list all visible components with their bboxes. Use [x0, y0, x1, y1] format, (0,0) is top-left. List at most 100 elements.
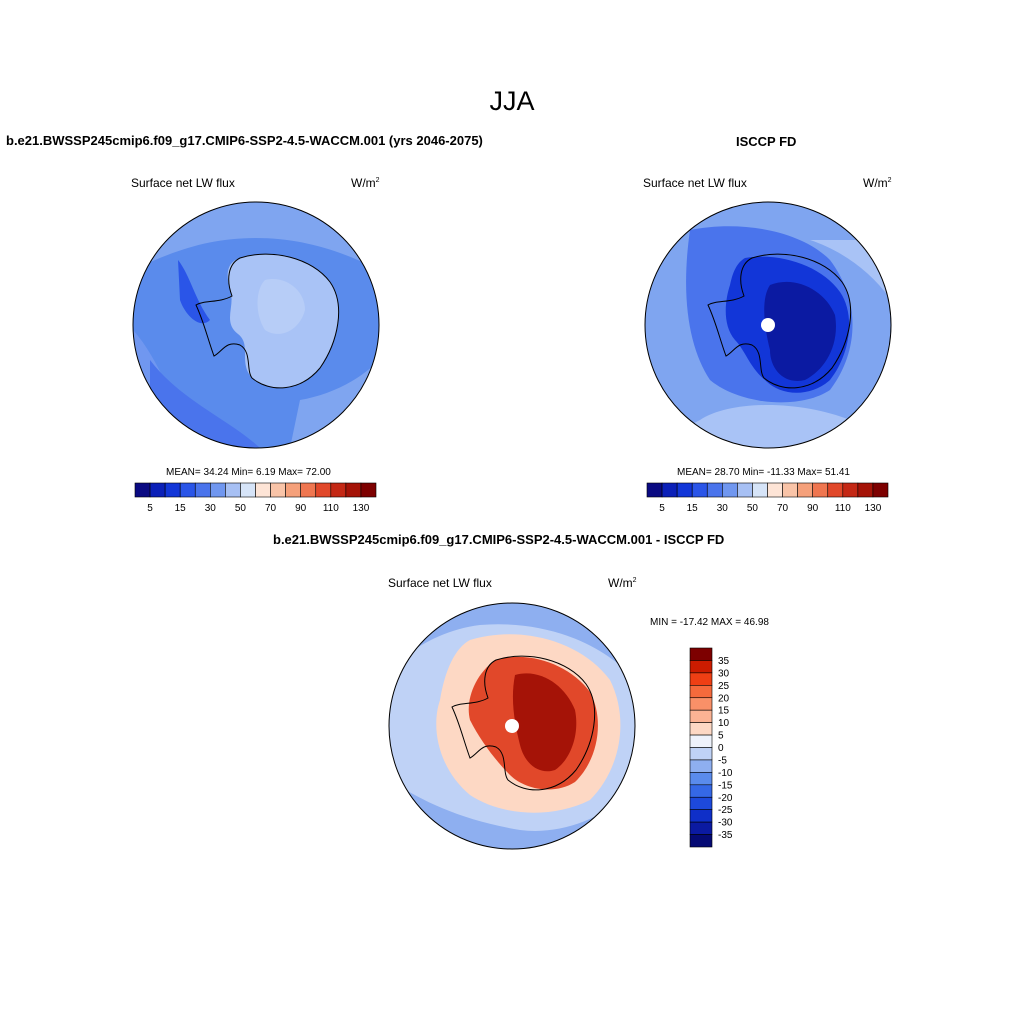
obs-colorbar-swatch [857, 482, 874, 498]
model-map-border [132, 201, 380, 449]
diff-map-border [388, 602, 636, 850]
diff-colorbar-tick-label: 15 [718, 706, 730, 717]
diff-panel-title: b.e21.BWSSP245cmip6.f09_g17.CMIP6-SSP2-4… [273, 532, 725, 547]
diff-colorbar-tick-label: 35 [718, 656, 730, 667]
diff-colorbar-tick-label: -10 [718, 768, 733, 779]
diff-colorbar-swatch [689, 796, 713, 810]
diff-colorbar-tick-label: -25 [718, 805, 733, 816]
model-stats-text: MEAN= 34.24 Min= 6.19 Max= 72.00 [166, 467, 331, 478]
obs-polar-map [644, 201, 892, 449]
obs-colorbar-swatch [706, 482, 723, 498]
model-colorbar-tick-label: 30 [205, 503, 217, 514]
diff-colorbar-swatch [689, 685, 713, 699]
obs-colorbar-swatch [872, 482, 889, 498]
obs-colorbar-swatch [752, 482, 768, 498]
model-colorbar-swatch [164, 482, 181, 498]
diff-colorbar-swatch [689, 809, 713, 823]
diff-colorbar-swatch [689, 772, 713, 786]
model-colorbar-swatch [134, 482, 151, 498]
diff-colorbar-tick-label: 10 [718, 718, 730, 729]
obs-colorbar-tick-label: 90 [807, 503, 819, 514]
model-colorbar-swatch [179, 482, 196, 498]
model-colorbar-tick-label: 90 [295, 503, 307, 514]
obs-colorbar-swatch [842, 482, 859, 498]
obs-map-border [644, 201, 892, 449]
diff-colorbar-tick-label: -30 [718, 818, 733, 829]
obs-colorbar-swatch [646, 482, 663, 498]
figure-title: JJA [489, 86, 535, 116]
obs-variable-label: Surface net LW flux [643, 176, 747, 190]
obs-colorbar: 5 15 30 50 70 90 110 130 [646, 482, 889, 514]
diff-colorbar-tick-label: 20 [718, 693, 730, 704]
diff-colorbar-tick-label: 25 [718, 681, 730, 692]
model-colorbar-swatch [300, 482, 317, 498]
diff-colorbar-swatch [689, 697, 713, 711]
diff-colorbar-swatch [689, 834, 713, 848]
diff-colorbar-tick-label: 5 [718, 731, 724, 742]
model-colorbar-swatch [149, 482, 166, 498]
diff-pole-hole [505, 719, 519, 733]
obs-units-label: W/m2 [863, 176, 892, 190]
diff-colorbar-tick-label: -15 [718, 780, 733, 791]
diff-colorbar-tick-label: 30 [718, 668, 730, 679]
model-colorbar-swatch [255, 482, 271, 498]
diff-units-label: W/m2 [608, 576, 637, 590]
model-colorbar-swatch [225, 482, 241, 498]
diff-variable-label: Surface net LW flux [388, 576, 492, 590]
model-colorbar-tick-label: 130 [353, 503, 370, 514]
model-colorbar-swatch [315, 482, 332, 498]
diff-colorbar-swatch [689, 709, 713, 723]
model-polar-map [132, 201, 380, 449]
obs-colorbar-swatch [812, 482, 829, 498]
model-colorbar-tick-label: 5 [147, 503, 153, 514]
model-colorbar-swatch [270, 482, 286, 498]
diff-stats-text: MIN = -17.42 MAX = 46.98 [650, 617, 769, 628]
obs-stats-text: MEAN= 28.70 Min= -11.33 Max= 51.41 [677, 467, 850, 478]
obs-colorbar-tick-label: 70 [777, 503, 789, 514]
obs-colorbar-tick-label: 50 [747, 503, 759, 514]
model-colorbar-swatch [345, 482, 362, 498]
obs-panel-title: ISCCP FD [736, 134, 797, 149]
diff-colorbar-swatch [689, 747, 713, 761]
obs-colorbar-swatch [797, 482, 813, 498]
diff-colorbar-swatch [689, 672, 713, 686]
diff-coastline [451, 655, 596, 791]
obs-pole-hole [761, 318, 775, 332]
diff-colorbar-tick-label: -35 [718, 830, 733, 841]
diff-polar-map [388, 602, 636, 850]
diff-colorbar-swatch [689, 821, 713, 835]
model-colorbar: 5 15 30 50 70 90 110 130 [134, 482, 377, 514]
model-coastline [195, 253, 340, 389]
obs-colorbar-swatch [827, 482, 844, 498]
diff-colorbar-tick-label: -20 [718, 793, 733, 804]
diff-colorbar-tick-label: 0 [718, 743, 724, 754]
diff-colorbar-swatch [689, 660, 713, 674]
obs-colorbar-swatch [722, 482, 738, 498]
obs-colorbar-swatch [767, 482, 783, 498]
obs-colorbar-swatch [737, 482, 753, 498]
model-panel-title: b.e21.BWSSP245cmip6.f09_g17.CMIP6-SSP2-4… [6, 133, 483, 148]
obs-colorbar-tick-label: 5 [659, 503, 665, 514]
diff-colorbar-tick-label: -5 [718, 755, 727, 766]
model-colorbar-swatch [194, 482, 211, 498]
obs-colorbar-swatch [782, 482, 798, 498]
obs-colorbar-tick-label: 130 [865, 503, 882, 514]
obs-colorbar-swatch [676, 482, 693, 498]
model-colorbar-tick-label: 70 [265, 503, 277, 514]
diff-colorbar-swatch [689, 784, 713, 798]
obs-colorbar-tick-label: 30 [717, 503, 729, 514]
diff-colorbar-swatch [689, 647, 713, 661]
obs-colorbar-swatch [691, 482, 708, 498]
model-colorbar-tick-label: 110 [323, 503, 339, 514]
model-units-label: W/m2 [351, 176, 380, 190]
diff-colorbar-swatch [689, 734, 713, 748]
model-colorbar-swatch [330, 482, 347, 498]
model-colorbar-tick-label: 50 [235, 503, 247, 514]
obs-colorbar-tick-label: 15 [687, 503, 699, 514]
obs-colorbar-swatch [661, 482, 678, 498]
model-colorbar-swatch [285, 482, 301, 498]
model-colorbar-swatch [240, 482, 256, 498]
diff-colorbar-swatch [689, 759, 713, 773]
